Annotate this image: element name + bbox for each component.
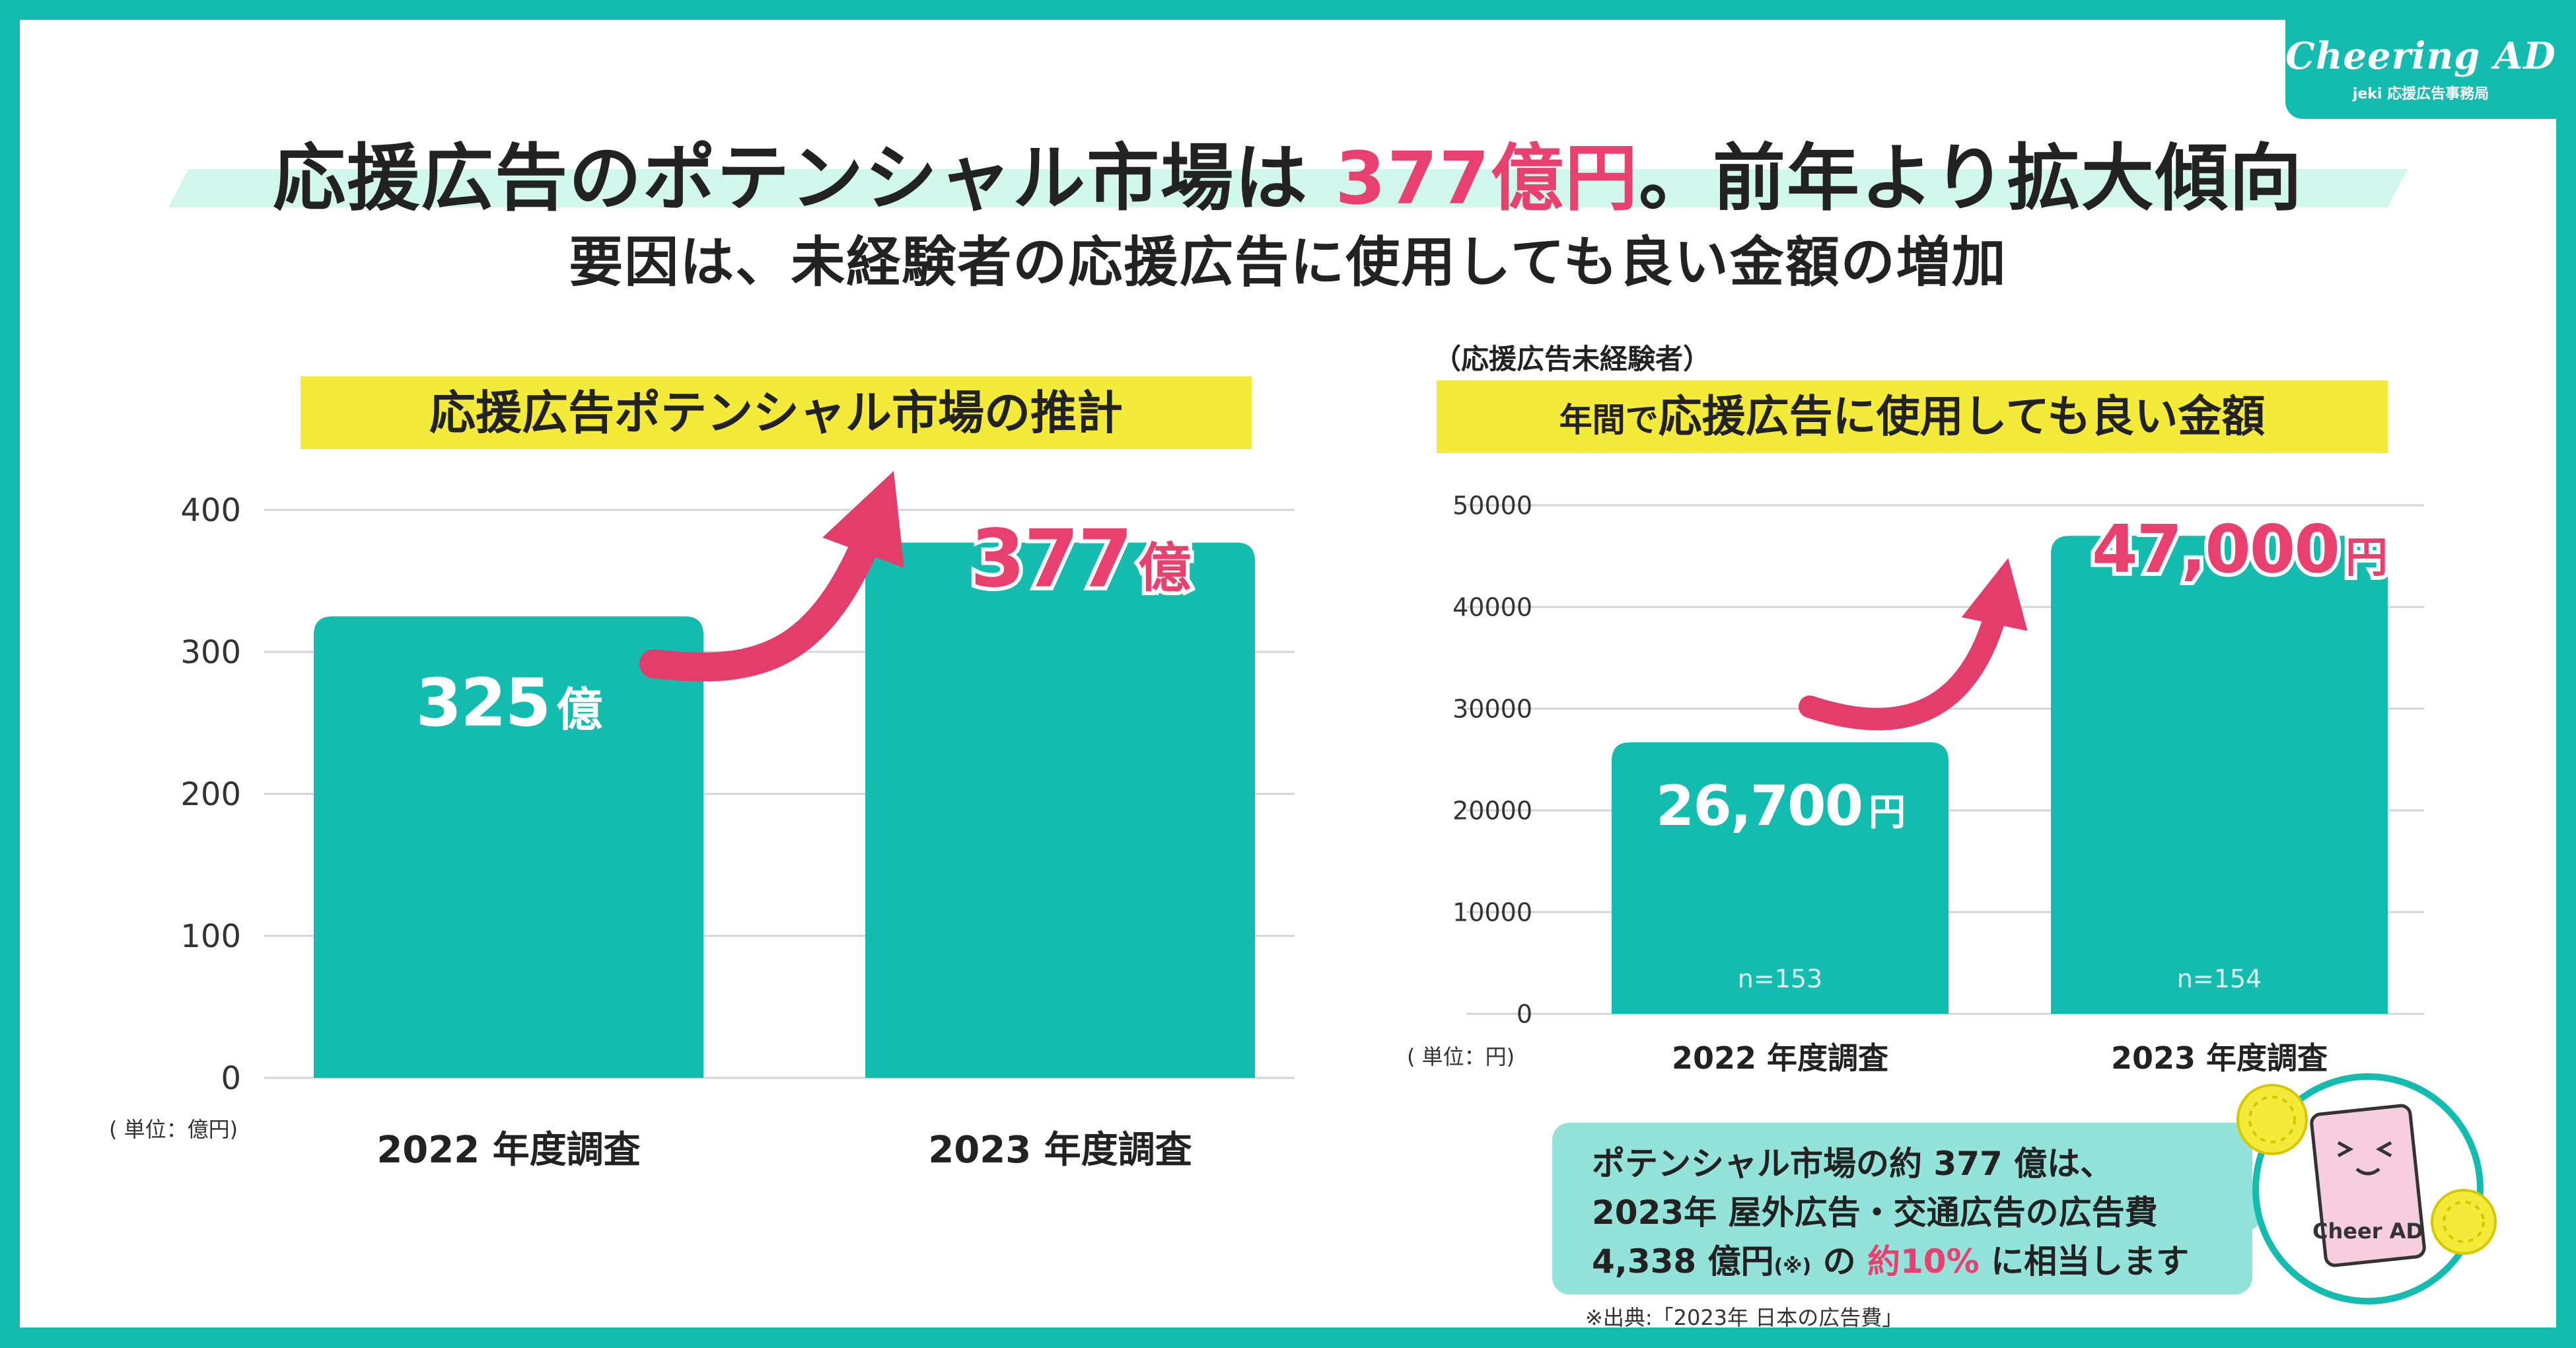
- chart1-ytick-label: 0: [221, 1060, 241, 1097]
- chart1-data-unit-1: 億: [556, 682, 602, 736]
- mascot-mouth: [2355, 1167, 2380, 1176]
- chart2-data-unit-1: 円: [1869, 791, 1904, 834]
- pompom-left: [2236, 1084, 2308, 1155]
- chart2-ytick-label: 20000: [1452, 796, 1532, 825]
- chart1-category-label: 2022 年度調査: [376, 1129, 640, 1172]
- right-chart-unit: ( 単位：円): [1407, 1044, 1515, 1069]
- chart2-bar-2: [2051, 536, 2388, 1014]
- mascot-text: Cheer AD: [2312, 1219, 2423, 1244]
- logo-subtitle: jeki 応援広告事務局: [2352, 86, 2489, 102]
- chart1-bar-2: [865, 542, 1255, 1078]
- chart1-ytick-label: 300: [180, 634, 241, 671]
- chart2-sample-size: n=153: [1738, 964, 1822, 993]
- chart1-data-unit-2: 億: [1138, 537, 1190, 598]
- chart1-data-value-1: 325: [416, 664, 550, 741]
- chart1-growth-arrow: [639, 471, 904, 682]
- mascot: Cheer AD: [2236, 1073, 2497, 1304]
- chart2-ytick-label: 0: [1517, 999, 1532, 1028]
- chart2-category-label: 2022 年度調査: [1672, 1040, 1888, 1076]
- callout-line1: ポテンシャル市場の約 377 億は、: [1592, 1145, 2114, 1183]
- chart2-category-label: 2023 年度調査: [2111, 1040, 2328, 1076]
- chart1-category-label: 2023 年度調査: [928, 1129, 1192, 1172]
- callout-percent: 約10%: [1867, 1242, 1980, 1281]
- callout-bubble: ポテンシャル市場の約 377 億は、 2023年 屋外広告・交通広告の広告費 4…: [1552, 1123, 2277, 1295]
- headline-post: 。前年より拡大傾向: [1639, 136, 2303, 221]
- chart2-data-value-1: 26,700: [1656, 773, 1862, 838]
- callout-connector: の: [1811, 1242, 1867, 1281]
- chart1-data-label-2: 377 億: [970, 513, 1191, 605]
- chart2-data-label-2: 47,000 円: [2092, 511, 2386, 588]
- chart2-data-label-1: 26,700 円: [1656, 773, 1904, 838]
- pompom-right-texture: [2443, 1201, 2485, 1243]
- infographic-frame: Cheering AD jeki 応援広告事務局 応援広告のポテンシャル市場は …: [20, 20, 2556, 1328]
- chart2-sample-size: n=154: [2177, 964, 2262, 993]
- left-chart-title: 応援広告ポテンシャル市場の推計: [301, 376, 1252, 449]
- mascot-card: [2310, 1104, 2426, 1267]
- mascot-eye-left: [2337, 1141, 2354, 1158]
- callout-tail-text: に相当します: [1979, 1242, 2190, 1281]
- chart2-ytick-label: 50000: [1452, 491, 1532, 520]
- right-chart-note: （応援広告未経験者）: [1433, 343, 1711, 375]
- headline-highlight: 377億円: [1335, 136, 1639, 221]
- chart1-ytick-label: 200: [180, 776, 241, 813]
- headline-pre: 応援広告のポテンシャル市場は: [273, 136, 1336, 221]
- callout-footnote-mark: (※): [1773, 1255, 1812, 1278]
- chart1-data-value-2: 377: [970, 513, 1132, 605]
- chart2-ytick-label: 30000: [1452, 694, 1532, 723]
- right-chart-title-main: 応援広告に使用しても良い金額: [1658, 391, 2266, 442]
- chart2-ytick-label: 40000: [1452, 592, 1532, 621]
- cheering-ad-logo: Cheering AD jeki 応援広告事務局: [2285, 20, 2556, 119]
- source-note: ※出典:「2023年 日本の広告費」: [1585, 1305, 1904, 1328]
- callout-amount: 4,338 億円: [1592, 1242, 1774, 1281]
- chart2-data-value-2: 47,000: [2092, 511, 2339, 588]
- pompom-right: [2431, 1189, 2497, 1255]
- callout-line2: 2023年 屋外広告・交通広告の広告費: [1592, 1193, 2158, 1232]
- chart2-data-unit-2: 円: [2345, 534, 2386, 583]
- mascot-eye-right: [2375, 1141, 2392, 1158]
- chart2-ytick-label: 10000: [1452, 898, 1532, 927]
- logo-brand: Cheering AD: [2285, 34, 2556, 78]
- right-chart-title: 年間で応援広告に使用しても良い金額: [1437, 380, 2388, 453]
- chart2-bar-1: [1612, 742, 1949, 1014]
- chart1-bar-1: [314, 616, 703, 1078]
- chart2-growth-arrow: [1799, 558, 2028, 730]
- callout-line3: 4,338 億円(※) の 約10% に相当します: [1592, 1235, 2189, 1283]
- chart1-ytick-label: 400: [180, 492, 241, 529]
- right-chart-title-prefix: 年間で: [1559, 401, 1659, 439]
- pompom-left-texture: [2248, 1096, 2296, 1143]
- left-chart-unit: ( 単位：億円): [109, 1117, 238, 1142]
- headline: 応援広告のポテンシャル市場は 377億円。前年より拡大傾向: [20, 119, 2556, 225]
- subheadline: 要因は、未経験者の応援広告に使用しても良い金額の増加: [569, 231, 2007, 294]
- chart1-ytick-label: 100: [180, 918, 241, 955]
- chart1-data-label-1: 325 億: [416, 664, 603, 741]
